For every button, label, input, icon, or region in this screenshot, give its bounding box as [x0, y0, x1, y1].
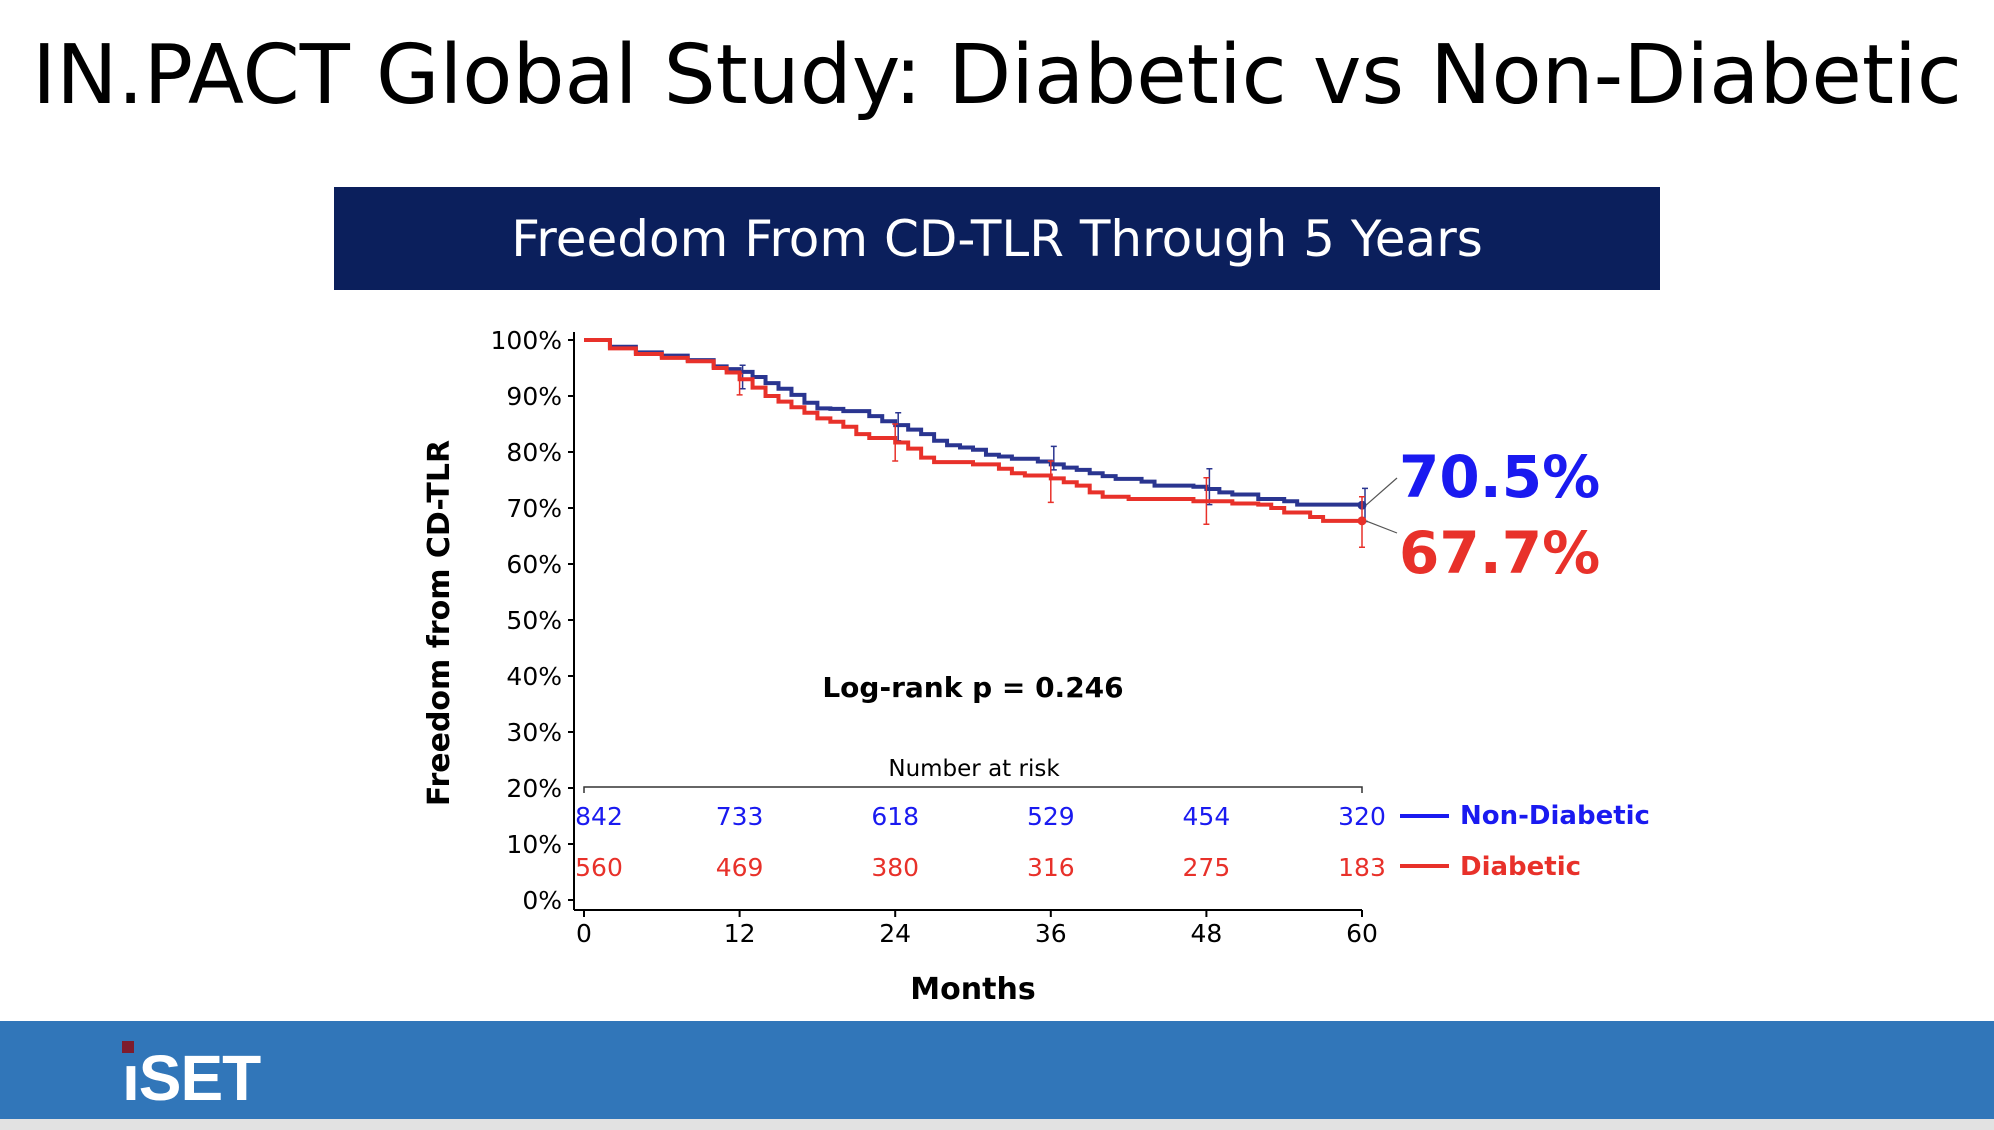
km-chart: 0% 10% 20% 30% 40% 50% 60% 70% 80% 90% 100% 0 12 24 36… — [422, 326, 1650, 1007]
at-risk-count: 380 — [871, 853, 919, 882]
x-tick-label: 48 — [1190, 919, 1222, 948]
ci-bar — [1050, 445, 1057, 471]
at-risk-count: 733 — [716, 802, 764, 831]
x-tick-label: 0 — [576, 919, 592, 948]
x-tick-label: 12 — [724, 919, 756, 948]
at-risk-count: 469 — [716, 853, 764, 882]
final-label-non-diabetic: 70.5% — [1399, 443, 1600, 511]
iset-logo: ıSET — [122, 1042, 261, 1114]
at-risk-count: 275 — [1183, 853, 1231, 882]
risk-table-rule — [583, 786, 1363, 793]
ci-bar — [1206, 468, 1213, 506]
ci-bar — [1203, 477, 1210, 525]
footer-strip — [0, 1119, 1994, 1130]
at-risk-count: 183 — [1338, 853, 1386, 882]
x-axis-title: Months — [910, 972, 1035, 1007]
ci-bar — [892, 423, 899, 462]
km-curve-diabetic — [584, 338, 1362, 523]
at-risk-count: 454 — [1183, 802, 1231, 831]
y-tick-label: 30% — [506, 718, 562, 747]
x-tick-label: 24 — [879, 919, 911, 948]
legend-label-diabetic: Diabetic — [1460, 852, 1581, 882]
curves: 842 733 618 529 454 320 560 469 380 316 275 183 — [575, 338, 1398, 882]
ci-bar — [739, 364, 746, 390]
ci-bar — [736, 372, 743, 396]
chart-banner: Freedom From CD-TLR Through 5 Years — [334, 187, 1660, 290]
y-tick-label: 20% — [506, 774, 562, 803]
at-risk-count: 842 — [575, 802, 623, 831]
logo-dot — [122, 1041, 134, 1053]
risk-table-title: Number at risk — [888, 756, 1060, 782]
ci-bar — [1047, 460, 1054, 504]
y-tick-label: 80% — [506, 438, 562, 467]
slide-title: IN.PACT Global Study: Diabetic vs Non-Di… — [32, 28, 1962, 123]
x-tick-label: 60 — [1346, 919, 1378, 948]
endpoint-marker — [1357, 516, 1367, 526]
y-tick-label: 70% — [506, 494, 562, 523]
at-risk-count: 316 — [1027, 853, 1075, 882]
final-label-diabetic: 67.7% — [1399, 519, 1600, 587]
at-risk-count: 618 — [871, 802, 919, 831]
x-tick-label: 36 — [1035, 919, 1067, 948]
y-tick-label: 90% — [506, 382, 562, 411]
leader-line — [1365, 520, 1398, 534]
y-axis-title: Freedom from CD-TLR — [422, 440, 457, 806]
axes: 0% 10% 20% 30% 40% 50% 60% 70% 80% 90% 100% 0 12 24 36… — [491, 326, 1378, 948]
y-tick-label: 100% — [491, 326, 562, 355]
y-tick-label: 50% — [506, 606, 562, 635]
at-risk-count: 560 — [575, 853, 623, 882]
at-risk-count: 529 — [1027, 802, 1075, 831]
legend-label-non-diabetic: Non-Diabetic — [1460, 801, 1650, 831]
at-risk-count: 320 — [1338, 802, 1386, 831]
y-tick-label: 0% — [522, 886, 562, 915]
y-tick-label: 60% — [506, 550, 562, 579]
y-tick-label: 10% — [506, 830, 562, 859]
log-rank-annotation: Log-rank p = 0.246 — [822, 671, 1123, 704]
leader-line — [1365, 477, 1398, 506]
y-tick-label: 40% — [506, 662, 562, 691]
footer-bar: ıSET — [0, 1021, 1994, 1119]
banner-text: Freedom From CD-TLR Through 5 Years — [511, 209, 1483, 268]
km-curve-non-diabetic — [584, 338, 1364, 507]
